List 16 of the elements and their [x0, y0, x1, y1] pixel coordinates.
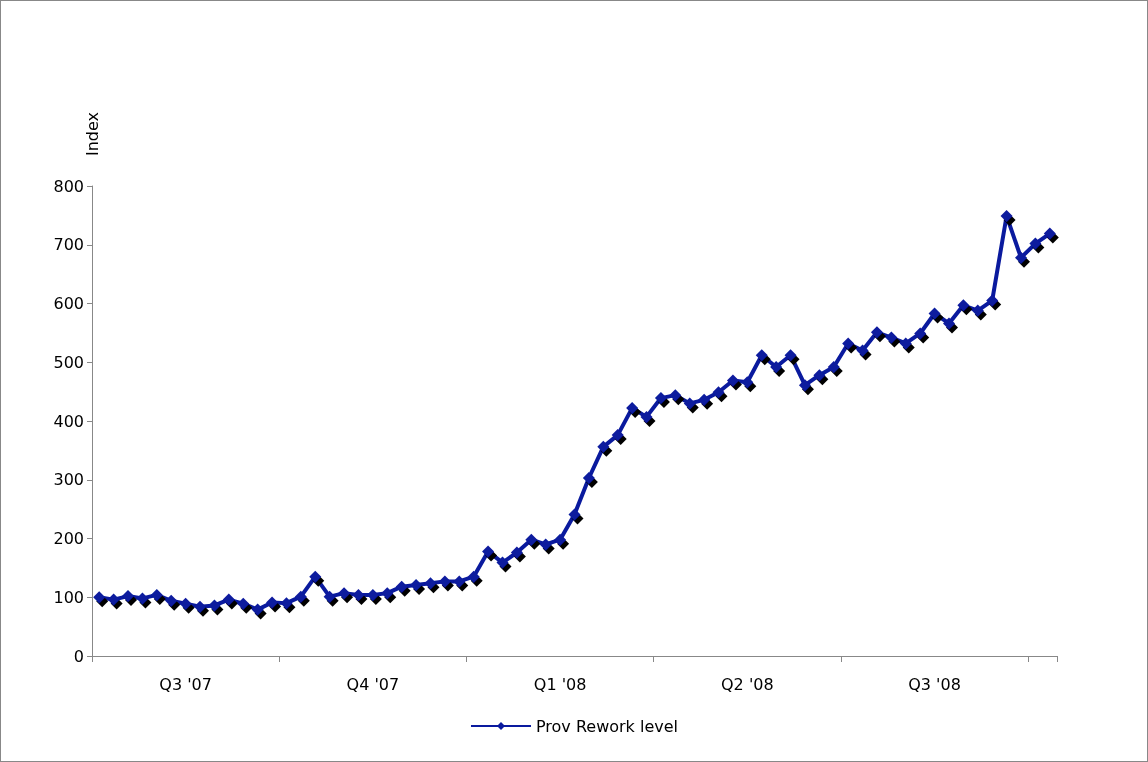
x-tick-label: Q2 '08: [721, 674, 774, 694]
y-tick-label: 400: [53, 411, 84, 431]
legend-label: Prov Rework level: [535, 716, 679, 736]
x-tick-label: Q3 '07: [159, 674, 212, 694]
y-tick-label: 800: [53, 176, 84, 196]
y-tick-label: 0: [73, 646, 84, 666]
y-tick-label: 300: [53, 470, 84, 490]
y-tick-label: 200: [53, 529, 84, 548]
y-tick-label: 100: [53, 587, 84, 607]
y-tick-label: 700: [53, 235, 84, 255]
x-tick-label: Q4 '07: [346, 674, 400, 694]
y-tick-label: 600: [53, 294, 84, 313]
y-tick-label: 500: [53, 352, 84, 372]
y-axis-title: Index: [82, 111, 102, 156]
x-tick-label: Q3 '08: [908, 674, 961, 694]
x-tick-label: Q1 '08: [533, 674, 587, 694]
